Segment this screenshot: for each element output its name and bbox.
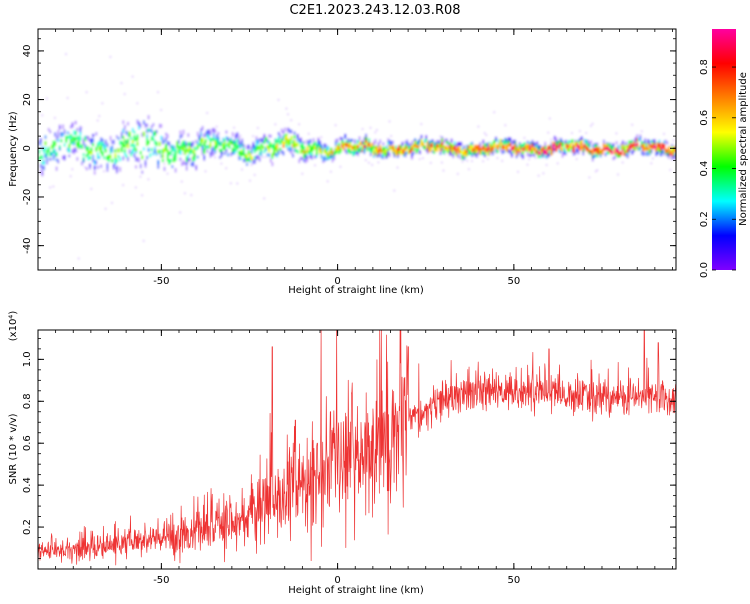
colorbar-tick-label: 0.2 [699, 211, 710, 227]
snr-x-label: Height of straight line (km) [288, 585, 424, 596]
colorbar-ticks: 0.0 0.2 0.4 0.6 0.8 [699, 59, 736, 278]
y-tick-label: 40 [22, 45, 33, 58]
snr-y-multiplier: (x10⁴) [8, 311, 19, 342]
x-tick-label: 50 [507, 276, 520, 287]
snr-frame [37, 329, 677, 570]
y-tick-label: 20 [22, 93, 33, 106]
x-tick-label: 0 [334, 276, 340, 287]
snr-axis-ticks: -50 0 50 0.2 0.4 0.6 0.8 1.0 [22, 330, 676, 586]
y-tick-label: 0.4 [22, 477, 33, 493]
spectrogram-heatmap [38, 29, 676, 270]
y-tick-label: 0 [22, 145, 33, 151]
snr-y-label: SNR (10 * v/v) [8, 413, 19, 484]
spectrogram-y-label: Frequency (Hz) [8, 111, 19, 187]
y-tick-label: 0.8 [22, 393, 33, 409]
snr-panel: -50 0 50 0.2 0.4 0.6 0.8 1.0 Height of straight… [8, 311, 677, 596]
colorbar-strip [712, 29, 736, 270]
x-tick-label: -50 [153, 276, 169, 287]
colorbar-tick-label: 0.4 [699, 161, 710, 177]
spectrogram-frame [37, 28, 677, 271]
spectrogram-axis-ticks: -50 0 50 -40 -20 0 20 40 [22, 29, 676, 287]
colorbar-tick-label: 0.8 [699, 59, 710, 75]
y-tick-label: 0.6 [22, 435, 33, 451]
colorbar: 0.0 0.2 0.4 0.6 0.8 Normalized spectral ampl… [699, 29, 749, 278]
figure-title: C2E1.2023.243.12.03.R08 [289, 3, 460, 18]
x-tick-label: 0 [334, 575, 340, 586]
y-tick-label: 0.2 [22, 519, 33, 535]
y-tick-label: -20 [22, 189, 33, 205]
colorbar-tick-label: 0.6 [699, 110, 710, 126]
colorbar-label: Normalized spectral amplitude [738, 72, 749, 226]
x-tick-label: 50 [507, 575, 520, 586]
y-tick-label: 1.0 [22, 351, 33, 367]
spectrogram-panel: -50 0 50 -40 -20 0 20 40 Height of straight lin… [8, 28, 677, 296]
spectrogram-x-label: Height of straight line (km) [288, 285, 424, 296]
x-tick-label: -50 [153, 575, 169, 586]
colorbar-tick-label: 0.0 [699, 262, 710, 278]
snr-series-line [38, 330, 676, 566]
y-tick-label: -40 [22, 237, 33, 253]
